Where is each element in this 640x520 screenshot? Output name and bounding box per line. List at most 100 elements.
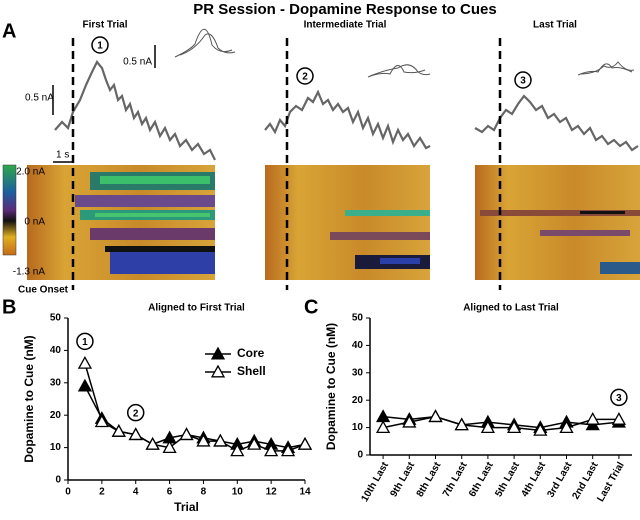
legend-label: Shell	[237, 364, 266, 378]
x-tick-label: 8	[201, 487, 207, 498]
marker	[611, 412, 627, 425]
marker-text: 2	[302, 72, 308, 83]
x-tick-label: 14	[299, 487, 311, 498]
trial-title: First Trial	[82, 20, 127, 31]
inset-trace	[179, 33, 236, 56]
trace	[264, 89, 431, 150]
marker	[454, 417, 469, 431]
trial-marker: 3	[514, 71, 532, 89]
annotation-circle	[76, 332, 94, 351]
x-tick-label: 2	[99, 487, 105, 498]
x-tick-label: 10	[232, 487, 244, 498]
marker-text: 3	[520, 76, 526, 87]
x-axis-label: Trial	[174, 500, 199, 514]
panel-label: C	[304, 296, 318, 318]
marker	[128, 427, 143, 441]
x-tick-label: 12	[266, 487, 278, 498]
colorbar	[2, 164, 17, 256]
x-tick-label: 10th Last	[360, 460, 392, 504]
figure-title: PR Session - Dopamine Response to Cues	[193, 1, 496, 18]
trial-title: Last Trial	[533, 20, 577, 31]
marker	[428, 409, 443, 423]
y-tick-label: 0	[357, 450, 363, 461]
marker	[111, 424, 126, 437]
marker	[230, 443, 245, 457]
y-tick-label: 30	[352, 367, 364, 378]
marker	[162, 440, 177, 454]
annotation-circle	[126, 403, 145, 422]
y-tick-label: 20	[352, 395, 364, 406]
marker	[196, 433, 211, 447]
x-tick-label: 7th Last	[441, 460, 470, 499]
x-tick-label: 4	[133, 487, 139, 498]
marker	[94, 414, 109, 428]
x-tick-label: 6	[167, 487, 173, 498]
x-tick-label: 8th Last	[415, 460, 444, 499]
annotation: 2	[133, 408, 139, 419]
marker	[585, 412, 600, 425]
trace	[54, 60, 216, 161]
chart-title: Aligned to First Trial	[148, 303, 245, 314]
scale-label: 0.5 nA	[25, 93, 54, 104]
heatmap	[27, 165, 215, 280]
heatmap	[265, 165, 430, 280]
trial-marker: 2	[296, 67, 314, 85]
legend-label: Core	[237, 346, 265, 360]
inset-trace	[579, 61, 635, 75]
y-tick-label: 20	[50, 410, 62, 421]
marker	[247, 437, 262, 450]
heatmap	[475, 165, 640, 280]
trial-marker: 1	[91, 36, 109, 54]
trace	[474, 94, 639, 152]
inset-trace	[174, 28, 233, 58]
cue-label: Cue Onset	[18, 285, 69, 296]
marker	[506, 420, 522, 434]
y-tick-label: 50	[352, 313, 364, 324]
marker	[280, 443, 296, 457]
x-tick-label: 5th Last	[493, 460, 522, 499]
y-tick-label: 50	[50, 313, 62, 324]
y-axis-label: Dopamine to Cue (nM)	[22, 335, 36, 462]
inset-trace	[577, 63, 633, 76]
inset-trace	[369, 64, 431, 77]
y-tick-label: 0	[55, 475, 61, 486]
x-tick-label: 4th Last	[519, 460, 548, 499]
annotation: 1	[82, 337, 88, 348]
marker-text: 1	[97, 41, 103, 52]
colorbar-label: 2.0 nA	[16, 167, 45, 178]
legend-marker	[210, 364, 226, 378]
marker	[480, 420, 496, 434]
panel-label: B	[2, 296, 16, 318]
annotation: 3	[616, 393, 622, 404]
colorbar-label: -1.3 nA	[13, 267, 46, 278]
marker	[179, 427, 194, 441]
scale-label: 1 s	[56, 150, 69, 161]
x-tick-label: 0	[65, 487, 71, 498]
marker	[77, 378, 93, 392]
y-axis-label: Dopamine to Cue (nM)	[324, 323, 338, 450]
trial-title: Intermediate Trial	[304, 20, 387, 31]
marker	[375, 409, 391, 423]
y-tick-label: 40	[50, 345, 62, 356]
series-line	[382, 415, 619, 432]
x-tick-label: 6th Last	[467, 460, 496, 499]
annotation-circle	[610, 388, 628, 407]
marker	[145, 437, 160, 450]
y-tick-label: 30	[50, 377, 62, 388]
marker	[264, 443, 279, 457]
y-tick-label: 10	[352, 422, 364, 433]
series-line	[84, 363, 306, 452]
x-tick-label: 3rd Last	[545, 460, 574, 500]
chart-title: Aligned to Last Trial	[463, 303, 559, 314]
marker	[402, 414, 417, 428]
marker	[213, 433, 228, 447]
marker	[77, 356, 93, 369]
marker	[375, 420, 391, 434]
y-tick-label: 40	[352, 340, 364, 351]
legend-marker	[210, 346, 226, 360]
marker	[559, 420, 574, 434]
marker	[297, 437, 313, 450]
y-tick-label: 10	[50, 442, 62, 453]
panel-label: A	[2, 20, 16, 42]
